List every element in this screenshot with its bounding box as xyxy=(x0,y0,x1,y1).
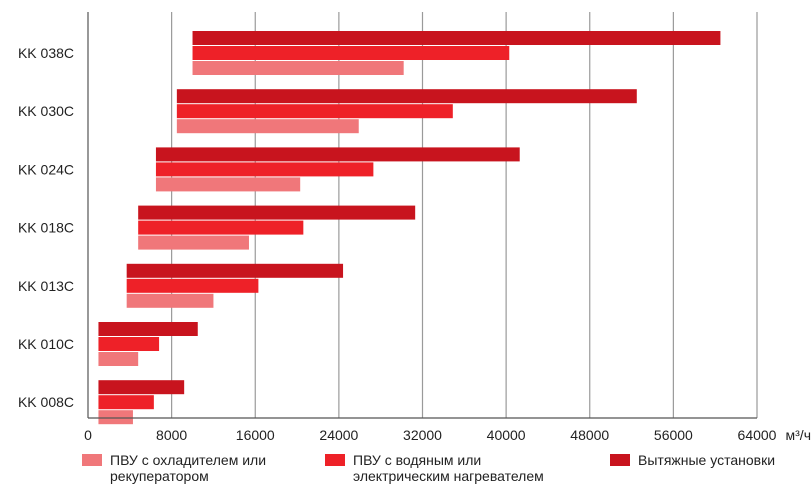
category-label: KK 008C xyxy=(18,394,74,410)
bar xyxy=(192,46,510,60)
legend-swatch xyxy=(610,454,630,466)
bar xyxy=(98,337,160,351)
x-tick-label: 56000 xyxy=(654,427,693,443)
category-label: KK 018C xyxy=(18,220,74,236)
x-tick-label: 16000 xyxy=(236,427,275,443)
bar xyxy=(176,104,453,119)
bar xyxy=(155,162,374,177)
bar xyxy=(192,61,404,75)
x-tick-label: 32000 xyxy=(403,427,442,443)
category-label: KK 038C xyxy=(18,45,74,61)
bars xyxy=(98,31,721,425)
bar xyxy=(155,147,520,162)
legend-label: ПВУ с охладителем или рекуператором xyxy=(110,452,267,484)
bar xyxy=(138,235,249,250)
bar xyxy=(98,352,139,366)
x-tick-label: 48000 xyxy=(570,427,609,443)
bar xyxy=(126,278,259,293)
x-tick-label: 0 xyxy=(84,427,92,443)
category-labels: KK 038C KK 030C KK 024C KK 018C KK 013C KK 01… xyxy=(18,45,74,410)
x-tick-label: 24000 xyxy=(319,427,358,443)
bar xyxy=(98,322,198,336)
x-tick-label: 40000 xyxy=(487,427,526,443)
legend-item-exhaust: Вытяжные установки xyxy=(610,452,775,468)
bar xyxy=(138,205,416,220)
bar xyxy=(98,410,133,425)
tick-labels: 0 8000 16000 24000 32000 40000 48000 56000 64000… xyxy=(84,427,811,443)
bar xyxy=(98,380,185,395)
category-label: KK 013C xyxy=(18,278,74,294)
bar xyxy=(138,220,304,235)
legend: ПВУ с охладителем или рекуператором ПВУ с… xyxy=(0,446,811,484)
legend-swatch xyxy=(82,454,102,466)
x-tick-label: 8000 xyxy=(156,427,187,443)
bar xyxy=(126,263,344,278)
legend-item-heater: ПВУ с водяным или электрическим нагревате… xyxy=(325,452,544,484)
legend-item-cooler: ПВУ с охладителем или рекуператором xyxy=(82,452,266,484)
x-axis-unit: м³/ч xyxy=(786,427,811,443)
category-label: KK 024C xyxy=(18,161,74,177)
x-tick-label: 64000 xyxy=(738,427,777,443)
bar xyxy=(126,293,214,308)
legend-label: Вытяжные установки xyxy=(638,452,776,468)
category-label: KK 030C xyxy=(18,103,74,119)
legend-swatch xyxy=(325,454,345,466)
legend-label: ПВУ с водяным или электрическим нагревате… xyxy=(353,452,544,484)
category-label: KK 010C xyxy=(18,336,74,352)
bar xyxy=(176,89,637,104)
axes xyxy=(87,12,757,419)
bar xyxy=(155,177,301,192)
bar xyxy=(98,395,154,410)
bar xyxy=(176,119,359,134)
bar xyxy=(192,31,721,45)
